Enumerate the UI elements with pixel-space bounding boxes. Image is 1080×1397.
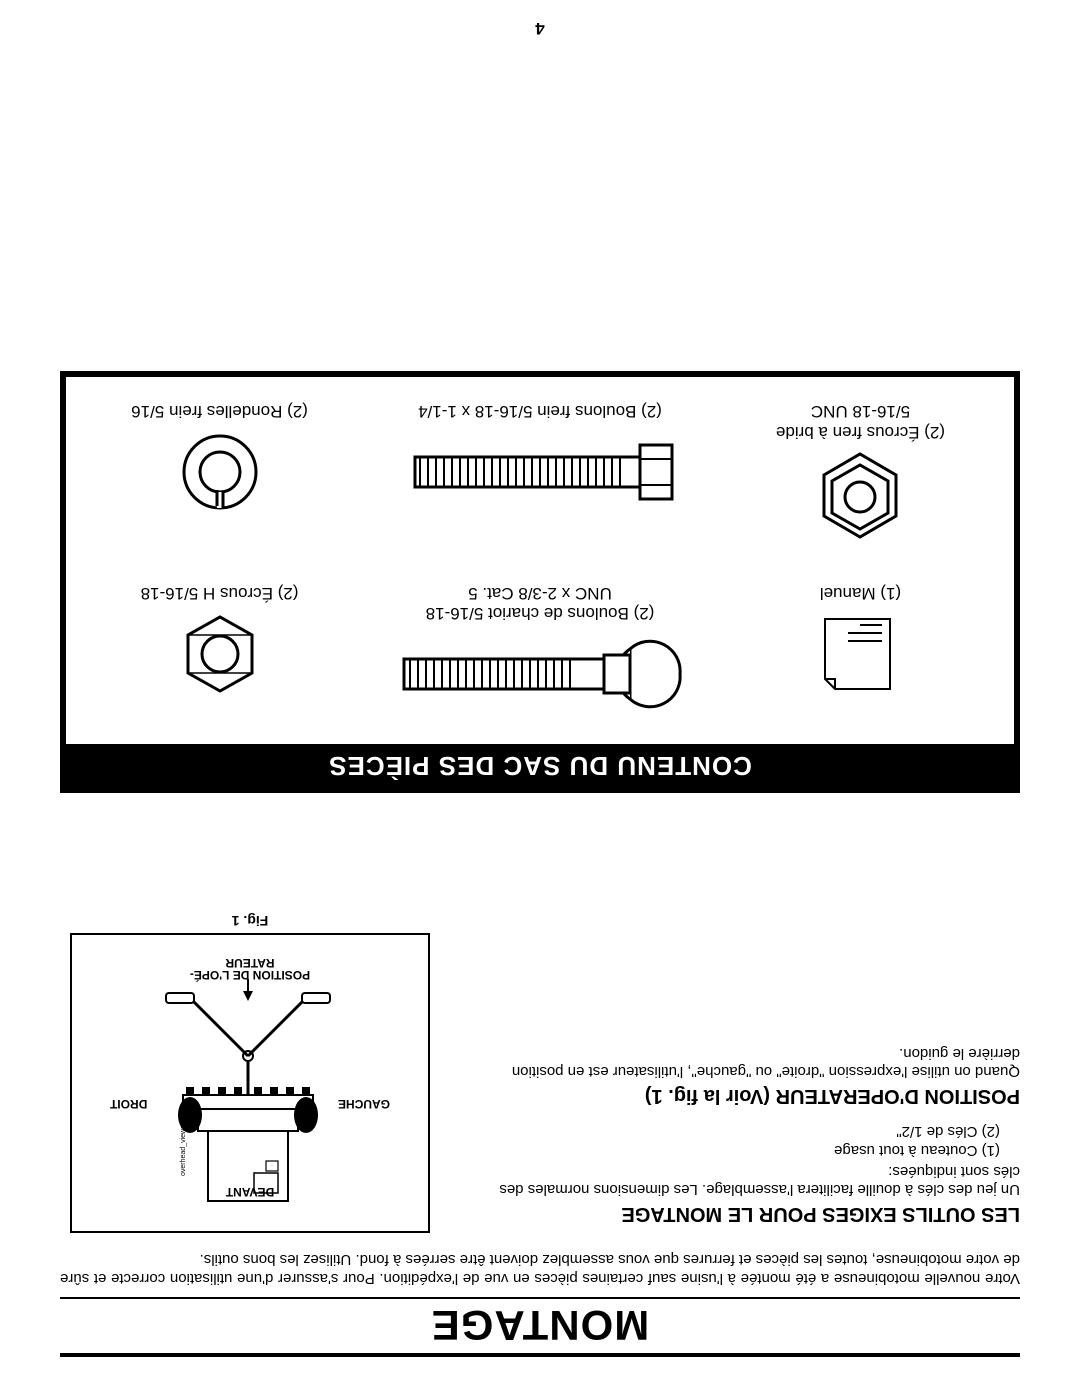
part-lock-washer: (2) Rondelles frein 5/16 (86, 401, 353, 543)
fig-label-front: DEVANT (226, 1186, 274, 1200)
part-hex-bolt: (2) Boulons frein 5/16-18 x 1-1/4 (353, 401, 727, 543)
flange-nut-icon (810, 448, 910, 543)
part-carriage-bolt: (2) Boulons de chariot 5/16-18 UNC x 2-3… (353, 583, 727, 725)
figure-1: DEVANT GAUCHE DROIT POSITION DE L'OPÉ-RA… (70, 934, 430, 1234)
tools-item-1: (1) Couteau à tout usage (470, 1140, 1000, 1159)
part-manual: (1) Manuel (727, 583, 994, 725)
part-hex-nut: (2) Écrous H 5/16-18 (86, 583, 353, 725)
fig-label-position: POSITION DE L'OPÉ-RATEUR (190, 958, 310, 982)
fig-label-right: DROIT (110, 1098, 147, 1112)
hex-nut-icon (175, 609, 265, 699)
part-flange-nut: (2) Écrous fren à bride 5/16-18 UNC (727, 401, 994, 543)
tools-heading: LES OUTILS EXIGES POUR LE MONTAGE (470, 1203, 1020, 1226)
parts-header: CONTENU DU SAC DES PIÈCES (66, 745, 1014, 788)
figure-caption: Fig. 1 (60, 914, 440, 930)
operator-heading: POSITION D'OPERATEUR (Voir la fig. 1) (470, 1085, 1020, 1108)
intro-text: Votre nouvelle motobineuse a été montée … (60, 1250, 1020, 1288)
fig-credit: overhead_views_7 (180, 1118, 187, 1176)
hex-bolt-icon (400, 427, 680, 517)
fig-label-left: GAUCHE (338, 1098, 390, 1112)
lock-washer-icon (175, 427, 265, 517)
tools-item-2: (2) Clés de 1/2" (470, 1122, 1000, 1141)
page-title: MONTAGE (60, 1301, 1020, 1349)
parts-container: CONTENU DU SAC DES PIÈCES (1) Manuel (60, 371, 1020, 794)
page-number: 4 (0, 18, 1080, 38)
carriage-bolt-icon (390, 630, 690, 720)
manual-icon (810, 609, 910, 699)
operator-text: Quand on utilise l'expression "droite" o… (470, 1043, 1020, 1081)
tools-text: Un jeu des clés à douille facilitera l'a… (470, 1161, 1020, 1199)
